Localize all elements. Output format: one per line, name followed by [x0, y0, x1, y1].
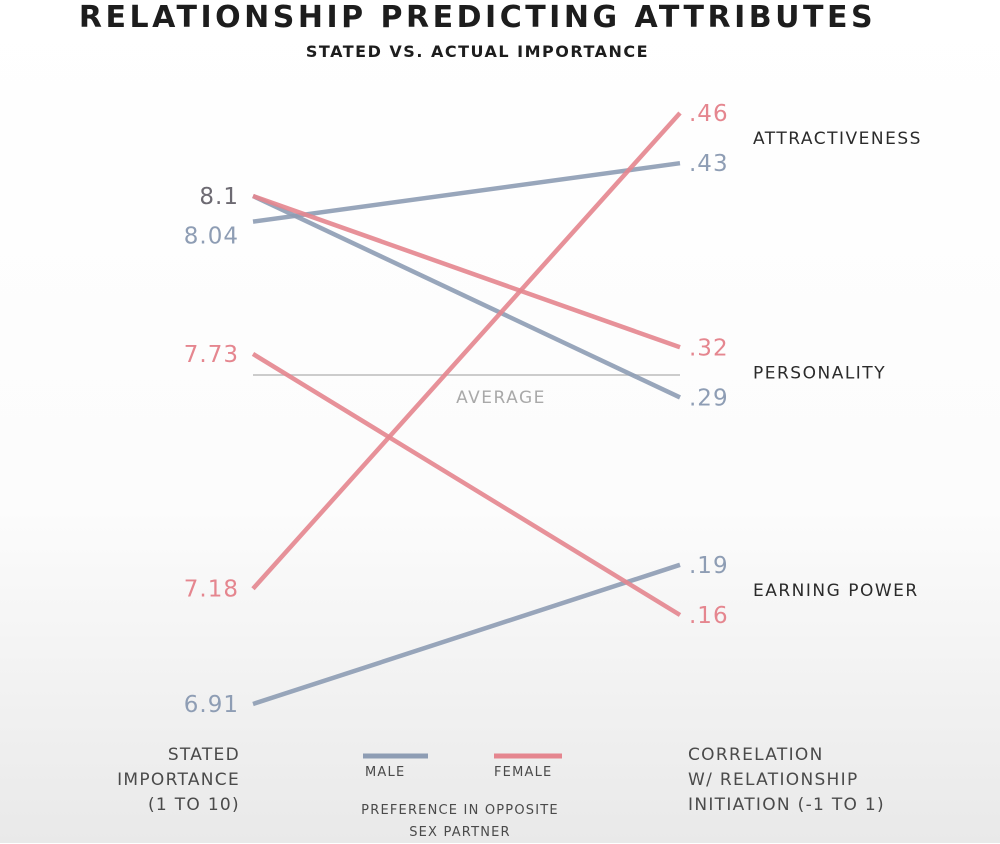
female-attractiveness-stated-value: 7.18 — [184, 577, 239, 603]
legend-title-line: PREFERENCE IN OPPOSITE — [361, 803, 559, 818]
female-earning-power-stated-value: 7.73 — [184, 342, 239, 368]
female-earning-power-correlation-value: .16 — [689, 603, 729, 629]
female-attractiveness-line — [251, 111, 682, 591]
category-label-earning-power: EARNING POWER — [753, 581, 919, 601]
left-axis-label: STATED IMPORTANCE (1 TO 10) — [117, 743, 240, 818]
legend-female-text: FEMALE — [494, 765, 553, 780]
average-label: AVERAGE — [456, 388, 546, 408]
left-axis-label-line: STATED — [167, 745, 240, 765]
chart-subtitle: STATED VS. ACTUAL IMPORTANCE — [305, 42, 650, 61]
male-attractiveness-line — [252, 160, 681, 224]
legend-male-text: MALE — [365, 765, 406, 780]
category-label-personality: PERSONALITY — [753, 363, 886, 383]
female-personality-correlation-value: .32 — [689, 335, 729, 361]
male-earning-power-line — [252, 562, 681, 707]
male-personality-stated-value: 8.1 — [199, 184, 239, 210]
male-personality-correlation-value: .29 — [689, 385, 729, 411]
female-personality-line — [252, 193, 681, 350]
left-axis-label-line: (1 TO 10) — [148, 795, 240, 815]
chart-title: RELATIONSHIP PREDICTING ATTRIBUTES — [78, 0, 877, 35]
male-attractiveness-stated-value: 8.04 — [184, 224, 239, 250]
left-axis-label-line: IMPORTANCE — [117, 770, 240, 790]
male-personality-line — [252, 193, 681, 400]
right-axis-label-line: CORRELATION — [688, 745, 824, 765]
category-label-attractiveness: ATTRACTIVENESS — [753, 129, 922, 149]
male-earning-power-correlation-value: .19 — [689, 553, 729, 579]
male-attractiveness-correlation-value: .43 — [689, 151, 729, 177]
right-axis-label-line: W/ RELATIONSHIP — [688, 770, 859, 790]
male-earning-power-stated-value: 6.91 — [184, 692, 239, 718]
female-attractiveness-correlation-value: .46 — [689, 101, 729, 127]
right-axis-label: CORRELATION W/ RELATIONSHIP INITIATION (… — [688, 743, 885, 818]
female-earning-power-line — [251, 352, 682, 617]
right-axis-label-line: INITIATION (-1 TO 1) — [688, 795, 885, 815]
legend-title-line: SEX PARTNER — [409, 825, 511, 840]
legend-title: PREFERENCE IN OPPOSITE SEX PARTNER — [330, 800, 590, 844]
